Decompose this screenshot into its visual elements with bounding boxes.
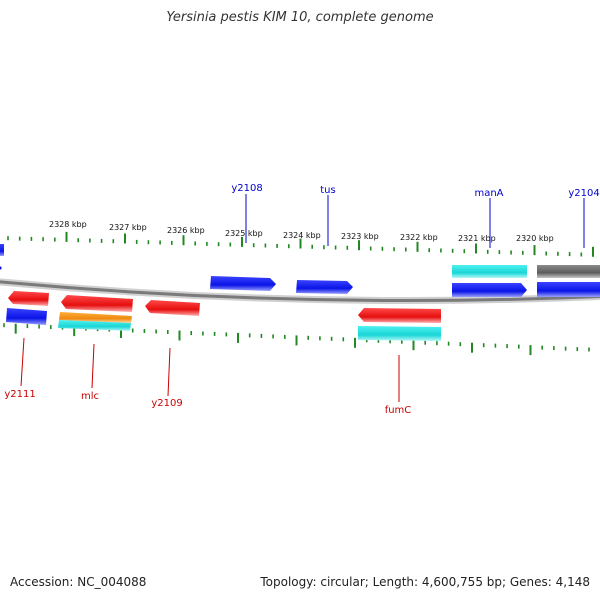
leader-mlc (91, 343, 95, 389)
kbp-label: 2320 kbp (516, 234, 554, 243)
kbp-label: 2327 kbp (109, 223, 147, 232)
kbp-label: 2328 kbp (49, 220, 87, 229)
gene-label-tus[interactable]: tus (320, 185, 335, 196)
gene-left-edge-blue[interactable] (0, 244, 4, 256)
topology-text: Topology: circular; Length: 4,600,755 bp… (260, 575, 590, 589)
gene-mlc[interactable] (61, 295, 133, 312)
gene-y2111[interactable] (6, 308, 47, 325)
kbp-label: 2323 kbp (341, 232, 379, 241)
gene-fumC[interactable] (358, 308, 441, 323)
leader-y2109 (167, 347, 171, 397)
leader-y2111 (20, 337, 25, 387)
reverse-genes (6, 291, 441, 341)
gene-label-fumC[interactable]: fumC (385, 405, 412, 416)
gene-labels: y2108 tus manA y2104 y2111 mlc y2109 fum… (4, 183, 599, 416)
gene-label-mlc[interactable]: mlc (81, 391, 99, 402)
map-title: Yersinia pestis KIM 10, complete genome (166, 10, 434, 25)
kbp-label: 2325 kbp (225, 229, 263, 238)
gene-y2111-red[interactable] (8, 291, 49, 306)
gene-mlc-orange[interactable] (59, 312, 132, 323)
gene-manA-cyan[interactable] (452, 265, 527, 278)
kbp-labels: 2328 kbp 2327 kbp 2326 kbp 2325 kbp 2324… (49, 220, 554, 243)
gene-y2104-gray[interactable] (537, 265, 600, 278)
gene-y2109[interactable] (145, 300, 200, 316)
forward-genes (0, 244, 600, 297)
kbp-label: 2322 kbp (400, 233, 438, 242)
gene-manA[interactable] (452, 283, 527, 297)
gene-label-manA[interactable]: manA (474, 188, 503, 199)
gene-label-y2104[interactable]: y2104 (568, 188, 599, 199)
kbp-label: 2324 kbp (283, 231, 321, 240)
kbp-label: 2321 kbp (458, 234, 496, 243)
gene-label-y2111[interactable]: y2111 (4, 389, 35, 400)
genome-backbone-core (0, 280, 600, 303)
label-leaders (20, 194, 585, 402)
kbp-label: 2326 kbp (167, 226, 205, 235)
gene-label-y2108[interactable]: y2108 (231, 183, 262, 194)
gene-y2108[interactable] (210, 276, 276, 291)
gene-tus[interactable] (296, 280, 353, 294)
gene-fumC-cyan[interactable] (358, 326, 441, 341)
gene-left-edge-arrow[interactable] (0, 264, 2, 272)
gene-label-y2109[interactable]: y2109 (151, 398, 182, 409)
gene-mlc-cyan[interactable] (58, 320, 131, 331)
accession-text: Accession: NC_004088 (10, 575, 147, 589)
gene-y2104[interactable] (537, 282, 600, 297)
